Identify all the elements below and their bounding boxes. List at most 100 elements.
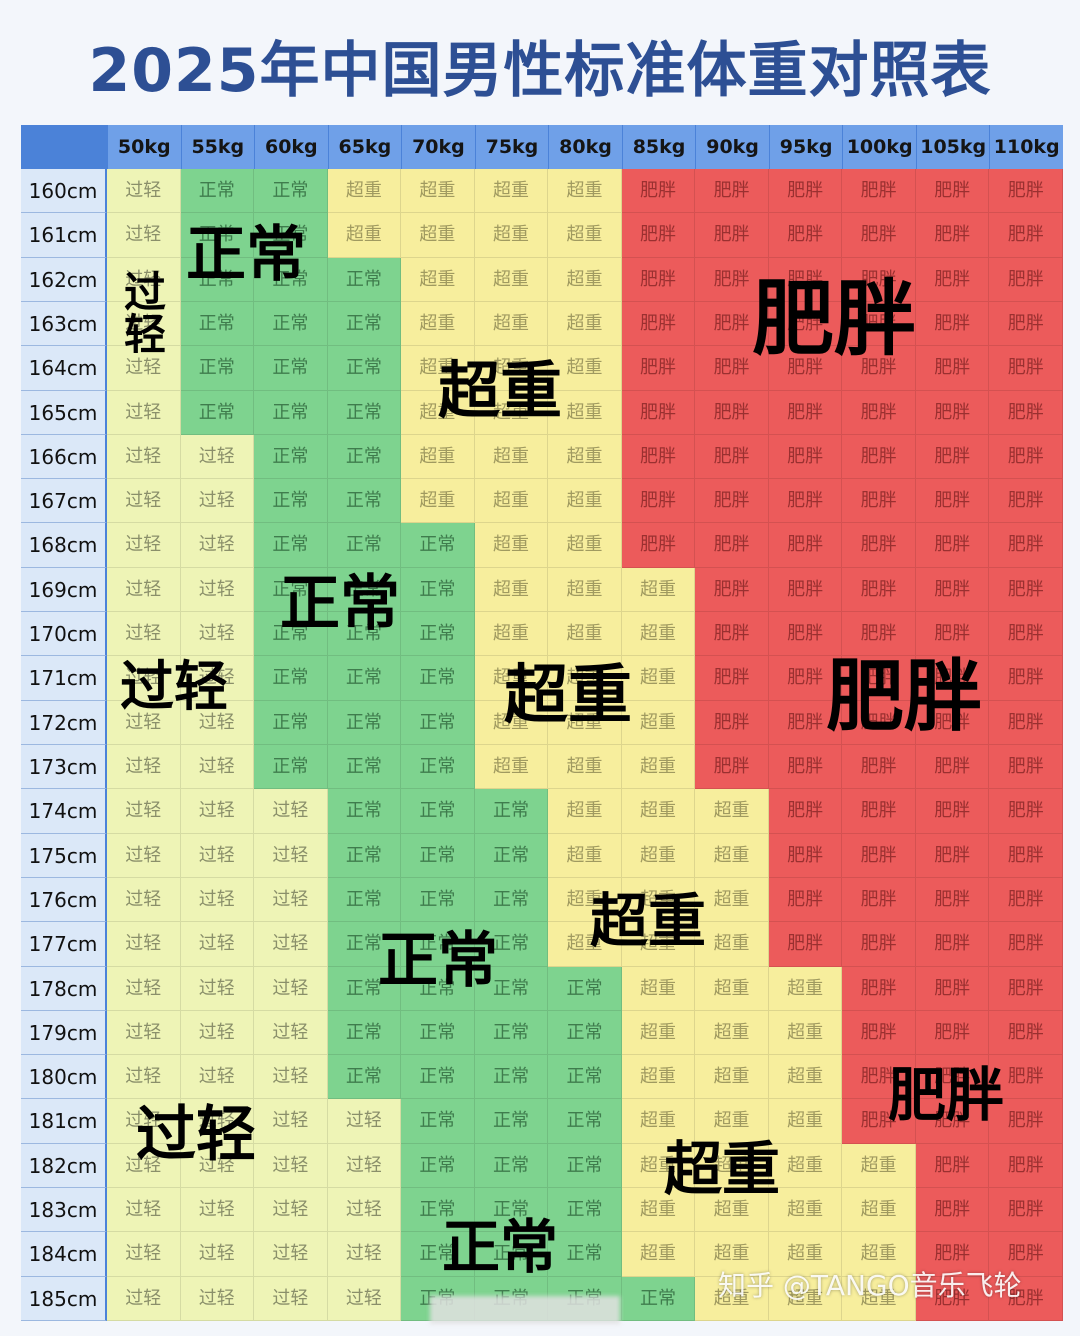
table-cell: 过轻: [180, 745, 255, 790]
table-cell: 超重: [621, 656, 696, 701]
table-cell: 肥胖: [915, 1055, 990, 1100]
table-cell: 正常: [548, 1188, 622, 1233]
table-cell: 超重: [548, 567, 622, 613]
table-cell: 肥胖: [915, 1276, 990, 1321]
row-header: 177cm: [21, 922, 107, 967]
table-cell: 过轻: [254, 1055, 328, 1100]
table-cell: 肥胖: [989, 1055, 1063, 1100]
table-cell: 肥胖: [621, 257, 696, 302]
table-cell: 过轻: [254, 1232, 328, 1277]
table-cell: 正常: [327, 301, 402, 347]
table-cell: 肥胖: [842, 833, 916, 878]
watermark-text: 知乎 @TANGO音乐飞轮: [718, 1269, 1022, 1302]
table-cell: 肥胖: [989, 966, 1063, 1011]
overlay-light-label: 过轻: [136, 1100, 256, 1170]
column-header: 60kg: [254, 125, 328, 169]
weight-height-table: 50kg 55kg 60kg 65kg 70kg 75kg 80kg 85kg 90kg 95kg…: [21, 125, 1063, 1321]
table-cell: 正常: [548, 1055, 622, 1100]
overlay-light-label: 过轻: [120, 655, 228, 718]
table-cell: 过轻: [180, 1143, 255, 1189]
table-cell: 肥胖: [842, 523, 916, 568]
table-cell: 过轻: [180, 523, 255, 568]
table-cell: 超重: [401, 346, 475, 391]
table-cell: 超重: [842, 1276, 916, 1321]
table-cell: 肥胖: [768, 169, 843, 214]
table-cell: 正常: [401, 1099, 475, 1144]
table-cell: 正常: [401, 1143, 475, 1189]
table-cell: 正常: [254, 301, 328, 347]
table-cell: 正常: [401, 700, 475, 745]
table-cell: 正常: [401, 612, 475, 657]
table-cell: 超重: [768, 1099, 843, 1144]
table-cell: 过轻: [180, 877, 255, 923]
table-cell: 肥胖: [915, 390, 990, 435]
table-cell: 肥胖: [621, 346, 696, 391]
table-cell: 正常: [401, 1232, 475, 1277]
table-cell: 过轻: [107, 1276, 181, 1321]
table-cell: 肥胖: [695, 612, 769, 657]
table-cell: 正常: [474, 789, 549, 834]
table-cell: 肥胖: [915, 745, 990, 790]
table-cell: 正常: [327, 656, 402, 701]
table-cell: 超重: [548, 877, 622, 923]
table-cell: 超重: [621, 612, 696, 657]
table-cell: 肥胖: [695, 523, 769, 568]
table-cell: 肥胖: [989, 877, 1063, 923]
column-header: 95kg: [768, 125, 843, 169]
table-cell: 正常: [327, 700, 402, 745]
table-cell: 肥胖: [842, 877, 916, 923]
table-cell: 过轻: [107, 213, 181, 258]
table-cell: 肥胖: [989, 301, 1063, 347]
table-cell: 超重: [474, 745, 549, 790]
table-cell: 正常: [474, 877, 549, 923]
row-header: 183cm: [21, 1188, 107, 1233]
table-cell: 超重: [474, 169, 549, 214]
table-cell: 肥胖: [915, 1143, 990, 1189]
table-cell: 过轻: [107, 523, 181, 568]
table-cell: 过轻: [180, 789, 255, 834]
table-cell: 过轻: [107, 922, 181, 967]
table-cell: 肥胖: [768, 390, 843, 435]
table-cell: 超重: [621, 789, 696, 834]
table-cell: 过轻: [254, 1010, 328, 1056]
table-cell: 正常: [254, 213, 328, 258]
table-cell: 肥胖: [842, 257, 916, 302]
table-cell: 过轻: [107, 390, 181, 435]
table-cell: 肥胖: [842, 169, 916, 214]
table-cell: 超重: [695, 1188, 769, 1233]
table-cell: 过轻: [180, 966, 255, 1011]
table-cell: 过轻: [107, 169, 181, 214]
column-header: 75kg: [474, 125, 549, 169]
table-cell: 肥胖: [768, 479, 843, 524]
table-cell: 超重: [548, 656, 622, 701]
table-cell: 过轻: [254, 1276, 328, 1321]
table-cell: 超重: [621, 1232, 696, 1277]
table-cell: 正常: [401, 1055, 475, 1100]
column-header: 105kg: [915, 125, 990, 169]
table-cell: 肥胖: [695, 301, 769, 347]
table-cell: 超重: [842, 1232, 916, 1277]
table-cell: 肥胖: [768, 213, 843, 258]
table-cell: 肥胖: [842, 700, 916, 745]
table-cell: 正常: [474, 966, 549, 1011]
table-cell: 超重: [695, 833, 769, 878]
table-cell: 正常: [548, 966, 622, 1011]
table-cell: 肥胖: [621, 479, 696, 524]
table-cell: 超重: [842, 1143, 916, 1189]
table-cell: 正常: [327, 479, 402, 524]
table-cell: 正常: [401, 656, 475, 701]
table-cell: 过轻: [327, 1099, 402, 1144]
table-cell: 肥胖: [768, 700, 843, 745]
row-header: 167cm: [21, 479, 107, 524]
table-cell: 肥胖: [621, 434, 696, 480]
table-cell: 肥胖: [842, 390, 916, 435]
overlay-normal-label: 正常: [442, 1213, 559, 1281]
table-cell: 超重: [548, 434, 622, 480]
table-cell: 正常: [474, 922, 549, 967]
row-header: 173cm: [21, 745, 107, 790]
table-cell: 超重: [548, 257, 622, 302]
table-cell: 超重: [474, 523, 549, 568]
table-cell: 过轻: [180, 1188, 255, 1233]
table-cell: 肥胖: [695, 346, 769, 391]
table-cell: 超重: [548, 789, 622, 834]
